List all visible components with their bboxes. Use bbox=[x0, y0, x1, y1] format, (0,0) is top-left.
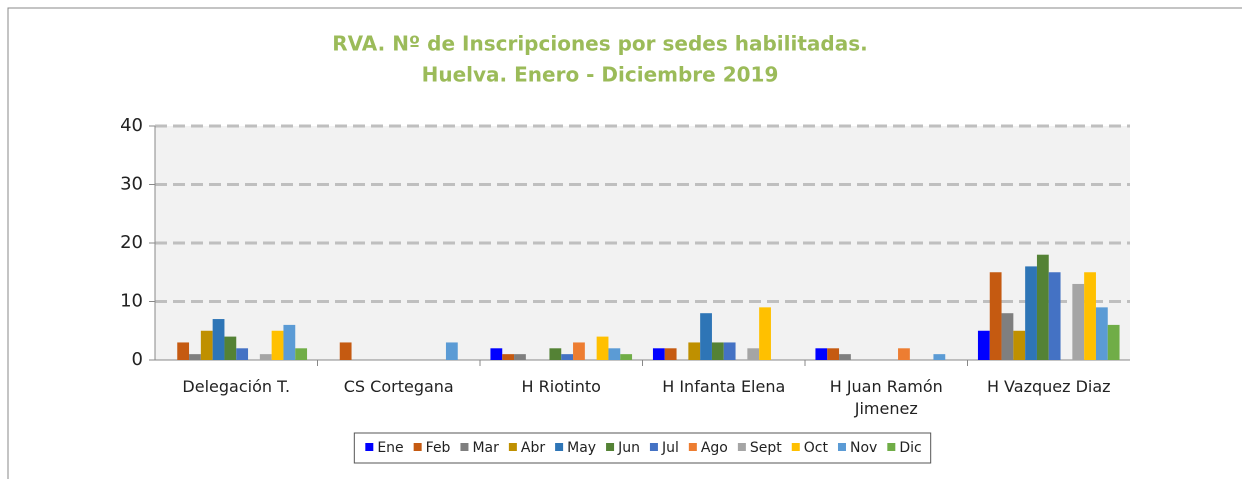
y-tick-label: 10 bbox=[120, 291, 143, 312]
legend-swatch bbox=[508, 443, 517, 451]
bar bbox=[224, 336, 237, 360]
bar bbox=[490, 348, 503, 360]
bar bbox=[1072, 283, 1085, 360]
bar bbox=[898, 348, 910, 360]
bar bbox=[747, 348, 760, 360]
legend-swatch bbox=[413, 443, 422, 451]
bar bbox=[596, 336, 609, 360]
bar bbox=[839, 354, 851, 360]
bar bbox=[620, 354, 633, 360]
bar bbox=[1084, 272, 1096, 360]
legend-label: Sept bbox=[750, 440, 782, 456]
bar bbox=[759, 307, 771, 360]
chart-border bbox=[7, 7, 1242, 479]
y-tick-label: 0 bbox=[132, 349, 143, 370]
bar bbox=[283, 324, 296, 360]
legend-swatch bbox=[460, 443, 469, 451]
bar bbox=[723, 342, 736, 360]
legend-swatch bbox=[649, 443, 658, 451]
bar bbox=[815, 348, 828, 360]
bar bbox=[1025, 266, 1037, 360]
legend-swatch bbox=[837, 443, 846, 451]
bar bbox=[271, 330, 284, 360]
legend-label: Ene bbox=[377, 440, 403, 456]
legend-label: Mar bbox=[472, 440, 499, 456]
chart-subtitle: Huelva. Enero - Diciembre 2019 bbox=[422, 63, 779, 87]
x-tick-label: H Infanta Elena bbox=[662, 377, 786, 396]
legend-label: Nov bbox=[850, 440, 877, 456]
legend-swatch bbox=[791, 443, 800, 451]
x-tick-label: Delegación T. bbox=[182, 377, 291, 396]
bar bbox=[514, 354, 526, 360]
bar bbox=[236, 348, 249, 360]
x-tick-label: H Juan Ramón Jimenez bbox=[829, 377, 943, 418]
bar bbox=[177, 342, 190, 360]
legend-swatch bbox=[737, 443, 746, 451]
bar bbox=[1095, 307, 1108, 360]
legend-label: Ago bbox=[701, 440, 728, 456]
bar bbox=[977, 330, 990, 360]
bar bbox=[212, 319, 225, 360]
x-tick-label: H Vazquez Diaz bbox=[986, 377, 1111, 396]
legend-label: Abr bbox=[521, 440, 545, 456]
bar bbox=[1048, 272, 1061, 360]
legend-label: Jul bbox=[661, 440, 679, 456]
legend-label: Oct bbox=[804, 440, 829, 456]
bar bbox=[339, 342, 352, 360]
legend-swatch bbox=[555, 443, 564, 451]
bar bbox=[561, 354, 574, 360]
bar bbox=[989, 272, 1002, 360]
bar bbox=[700, 313, 712, 360]
legend-swatch bbox=[365, 443, 374, 451]
bar bbox=[933, 354, 946, 360]
legend-swatch bbox=[688, 443, 697, 451]
chart-title: RVA. Nº de Inscripciones por sedes habil… bbox=[332, 32, 867, 56]
bar bbox=[189, 354, 201, 360]
legend-label: Feb bbox=[426, 440, 451, 456]
legend-swatch bbox=[606, 443, 615, 451]
y-tick-label: 40 bbox=[120, 115, 143, 136]
legend-label: Jun bbox=[617, 440, 640, 456]
legend: Ene Feb Mar Abr May Jun Jul Ago Sept Oct Nov Dic bbox=[353, 432, 932, 464]
bar bbox=[688, 342, 701, 360]
bar bbox=[445, 342, 458, 360]
bar bbox=[502, 354, 515, 360]
x-tick-label: CS Cortegana bbox=[343, 377, 454, 396]
bar bbox=[259, 354, 272, 360]
bar bbox=[1036, 254, 1049, 360]
y-tick-label: 20 bbox=[120, 232, 143, 253]
legend-box bbox=[353, 432, 932, 464]
bar bbox=[827, 348, 840, 360]
bar bbox=[295, 348, 308, 360]
bar bbox=[1107, 324, 1120, 360]
bar bbox=[573, 342, 585, 360]
y-tick-label: 30 bbox=[120, 174, 143, 195]
bar bbox=[1013, 330, 1026, 360]
x-tick-label: H Riotinto bbox=[521, 377, 601, 396]
bar bbox=[1001, 313, 1014, 360]
legend-label: May bbox=[567, 440, 596, 456]
bar bbox=[549, 348, 562, 360]
bar bbox=[664, 348, 677, 360]
legend-swatch bbox=[887, 443, 896, 451]
bar bbox=[200, 330, 213, 360]
legend-label: Dic bbox=[899, 440, 921, 456]
bar bbox=[711, 342, 724, 360]
bar bbox=[652, 348, 665, 360]
bar bbox=[608, 348, 621, 360]
